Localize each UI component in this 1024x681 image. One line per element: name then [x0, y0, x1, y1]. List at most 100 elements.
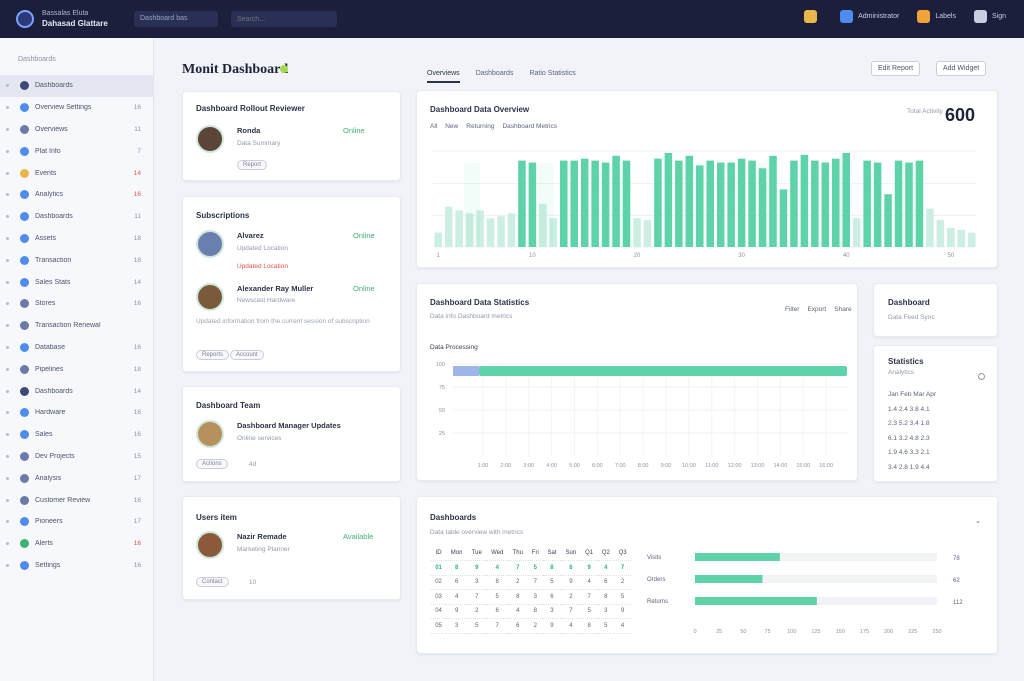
chart-tool-button[interactable]: Filter	[785, 306, 800, 313]
chart-bar[interactable]	[706, 160, 714, 247]
reports-pill-button[interactable]: Reports	[196, 350, 230, 360]
chart-bar[interactable]	[518, 160, 526, 247]
sidebar-item[interactable]: Stores 16	[0, 293, 153, 315]
chart-bar[interactable]	[716, 162, 725, 247]
sidebar-item[interactable]: Sales 16	[0, 424, 153, 446]
table-row[interactable]: 01 8 9 4 7 5 8 6 9 4 7	[431, 560, 631, 576]
chart-bar[interactable]	[947, 227, 955, 247]
more-icon[interactable]: ⌄	[975, 518, 981, 525]
column-header[interactable]: Q3	[614, 546, 631, 561]
column-header[interactable]: Thu	[508, 546, 528, 561]
chart-bar[interactable]	[476, 210, 484, 247]
topbar-item-1[interactable]: Administrator	[840, 10, 899, 23]
sidebar-item[interactable]: Overview Settings 16	[0, 97, 153, 119]
chart-bar[interactable]	[654, 158, 662, 247]
chart-bar[interactable]	[685, 155, 694, 247]
chart-bar[interactable]	[580, 158, 589, 247]
search-input[interactable]	[231, 11, 337, 27]
legend-item[interactable]: New	[445, 123, 459, 130]
column-header[interactable]: Wed	[486, 546, 509, 561]
tab-0[interactable]: Overviews	[427, 70, 460, 83]
chart-bar[interactable]	[664, 152, 673, 247]
chart-bar[interactable]	[539, 203, 547, 247]
chart-bar[interactable]	[696, 165, 704, 247]
sidebar-item[interactable]: Dashboards 14	[0, 380, 153, 402]
sidebar-item[interactable]: Settings 16	[0, 555, 153, 577]
sidebar-item[interactable]: Alerts 16	[0, 533, 153, 555]
sidebar-item[interactable]: Dashboards 11	[0, 206, 153, 228]
chart-bar[interactable]	[779, 189, 788, 247]
sidebar-item[interactable]: Overviews 11	[0, 119, 153, 141]
chart-bar[interactable]	[769, 155, 777, 247]
chart-bar[interactable]	[560, 160, 568, 247]
chart-bar[interactable]	[915, 160, 924, 247]
chart-bar[interactable]	[528, 162, 537, 247]
chart-bar[interactable]	[832, 158, 840, 247]
legend-item[interactable]: Dashboard Metrics	[502, 123, 557, 130]
add-widget-button[interactable]: Add Widget	[936, 61, 987, 76]
sidebar-item[interactable]: Sales Stats 14	[0, 271, 153, 293]
actions-pill-button[interactable]: Actions	[196, 459, 228, 469]
tab-2[interactable]: Ratio Statistics	[529, 70, 576, 77]
chart-bar[interactable]	[675, 160, 683, 247]
chart-bar[interactable]	[486, 218, 495, 247]
chart-bar[interactable]	[968, 232, 976, 247]
chart-bar[interactable]	[821, 162, 830, 247]
chart-bar[interactable]	[633, 218, 641, 247]
chart-bar[interactable]	[727, 162, 735, 247]
chart-bar[interactable]	[507, 213, 516, 247]
column-header[interactable]: Sat	[543, 546, 561, 561]
chart-bar[interactable]	[695, 553, 780, 561]
sidebar-item[interactable]: Plat Info 7	[0, 140, 153, 162]
chart-bar[interactable]	[894, 160, 903, 247]
column-header[interactable]: Tue	[467, 546, 487, 561]
chart-bar[interactable]	[591, 160, 599, 247]
brand[interactable]: Bassalas Eluta Dahasad Glattare	[16, 9, 108, 29]
topbar-item-2[interactable]: Labels	[917, 10, 956, 23]
top-nav-select[interactable]: Dashboard bas	[134, 11, 218, 27]
chart-bar[interactable]	[737, 158, 746, 247]
chart-bar[interactable]	[549, 218, 558, 247]
topbar-item-3[interactable]: Sign	[973, 10, 1006, 23]
legend-item[interactable]: Returning	[466, 123, 495, 130]
chart-bar[interactable]	[790, 160, 798, 247]
topbar-item-0[interactable]	[804, 10, 822, 23]
tab-1[interactable]: Dashboards	[475, 70, 514, 77]
sidebar-item[interactable]: Analysis 17	[0, 467, 153, 489]
chart-bar[interactable]	[444, 206, 453, 247]
chart-bar[interactable]	[748, 160, 756, 247]
chart-bar[interactable]	[800, 154, 809, 247]
chart-bar[interactable]	[695, 575, 763, 583]
edit-report-button[interactable]: Edit Report	[871, 61, 921, 76]
sidebar-item[interactable]: Database 16	[0, 337, 153, 359]
sidebar-item[interactable]: Customer Review 16	[0, 489, 153, 511]
chart-tool-button[interactable]: Export	[807, 306, 827, 313]
report-pill-button[interactable]: Report	[237, 160, 268, 170]
chart-bar[interactable]	[465, 213, 474, 247]
avatar[interactable]	[196, 125, 224, 153]
column-header[interactable]: ID	[431, 546, 447, 561]
chart-bar[interactable]	[643, 220, 652, 247]
series-line[interactable]	[479, 366, 847, 377]
chart-bar[interactable]	[852, 218, 861, 247]
chart-bar[interactable]	[936, 220, 945, 247]
chart-bar[interactable]	[811, 160, 819, 247]
chart-bar[interactable]	[622, 160, 631, 247]
sidebar-item[interactable]: Pioneers 17	[0, 511, 153, 533]
chart-bar[interactable]	[926, 208, 934, 247]
chart-bar[interactable]	[758, 168, 767, 247]
account-pill-button[interactable]: Account	[230, 350, 264, 360]
sidebar-item[interactable]: Pipelines 18	[0, 358, 153, 380]
contact-pill-button[interactable]: Contact	[196, 577, 229, 587]
chart-bar[interactable]	[957, 229, 966, 247]
sidebar-item[interactable]: Assets 18	[0, 228, 153, 250]
chart-bar[interactable]	[570, 160, 578, 247]
chart-tool-button[interactable]: Share	[834, 306, 852, 313]
chart-bar[interactable]	[434, 232, 442, 247]
avatar[interactable]	[196, 230, 224, 258]
chart-bar[interactable]	[863, 160, 871, 247]
sidebar-item[interactable]: Events 14	[0, 162, 153, 184]
sidebar-item[interactable]: Dashboards	[0, 75, 153, 97]
chart-bar[interactable]	[842, 152, 850, 247]
chart-bar[interactable]	[695, 597, 817, 605]
